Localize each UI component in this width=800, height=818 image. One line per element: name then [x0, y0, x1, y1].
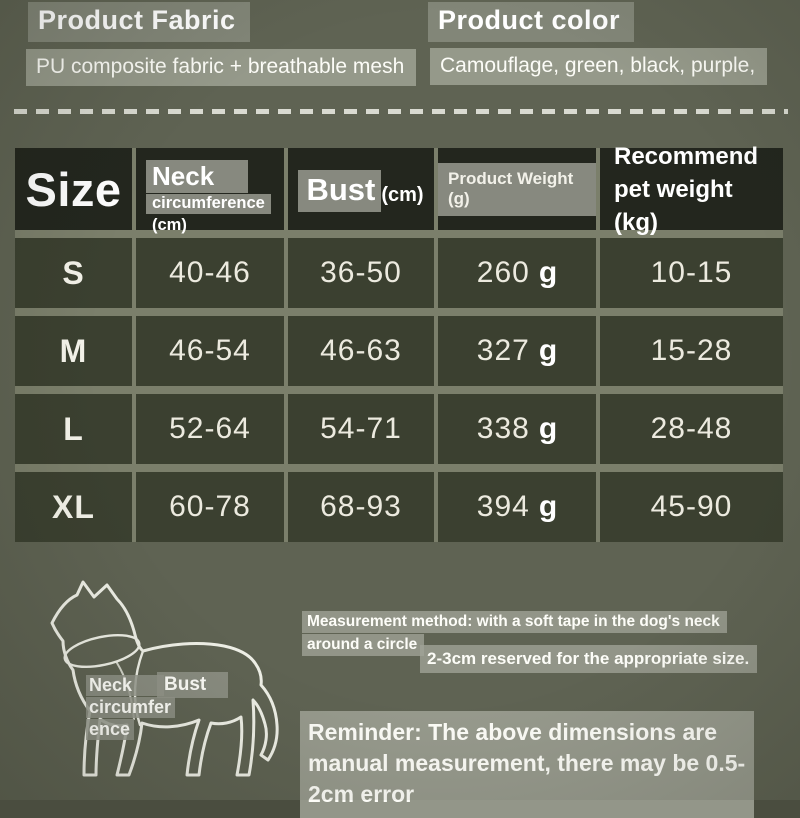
col-header-bust: Bust (cm)	[288, 148, 434, 230]
neck-cell: 40-46	[136, 238, 284, 308]
neck-header-sub: circumference	[146, 193, 271, 214]
col-header-neck: Neck circumference (cm)	[136, 148, 284, 234]
size-cell: XL	[15, 472, 132, 542]
product-color-value: Camouflage, green, black, purple,	[430, 48, 768, 85]
col-header-size: Size	[15, 148, 132, 230]
size-cell: M	[15, 316, 132, 386]
weight-cell: 338 g	[438, 394, 596, 464]
pet-weight-cell: 45-90	[600, 472, 783, 542]
weight-cell: 260 g	[438, 238, 596, 308]
product-fabric-value: PU composite fabric + breathable mesh	[26, 49, 417, 86]
bust-cell: 68-93	[288, 472, 434, 542]
product-color-title: Product color	[428, 2, 635, 42]
pet-weight-cell: 10-15	[600, 238, 783, 308]
weight-cell: 394 g	[438, 472, 596, 542]
pet-weight-cell: 28-48	[600, 394, 783, 464]
bust-cell: 36-50	[288, 238, 434, 308]
neck-strap-line	[63, 633, 141, 669]
pet-weight-cell: 15-28	[600, 316, 783, 386]
dog-body-outline	[50, 580, 279, 777]
col-header-recommend-weight: Recommend pet weight (kg)	[600, 143, 783, 236]
bust-header-word: Bust	[298, 170, 382, 212]
product-fabric-title: Product Fabric	[28, 2, 250, 42]
size-cell: L	[15, 394, 132, 464]
neck-header-unit: (cm)	[152, 215, 187, 234]
size-table: Size Neck circumference (cm) Bust (cm) P…	[15, 143, 783, 542]
weight-cell: 327 g	[438, 316, 596, 386]
reserve-size-note: 2-3cm reserved for the appropriate size.	[420, 645, 758, 673]
dashed-divider	[14, 109, 788, 114]
neck-circumference-label: Neck circumfer ence	[86, 675, 176, 741]
col-header-product-weight: Product Weight (g)	[438, 148, 596, 230]
neck-cell: 60-78	[136, 472, 284, 542]
bust-cell: 54-71	[288, 394, 434, 464]
bust-header-unit: (cm)	[381, 184, 424, 206]
size-cell: S	[15, 238, 132, 308]
bust-cell: 46-63	[288, 316, 434, 386]
neck-cell: 52-64	[136, 394, 284, 464]
neck-cell: 46-54	[136, 316, 284, 386]
reminder-note: Reminder: The above dimensions are manua…	[300, 711, 754, 818]
bust-label: Bust	[157, 672, 229, 699]
neck-header-word: Neck	[146, 159, 249, 193]
